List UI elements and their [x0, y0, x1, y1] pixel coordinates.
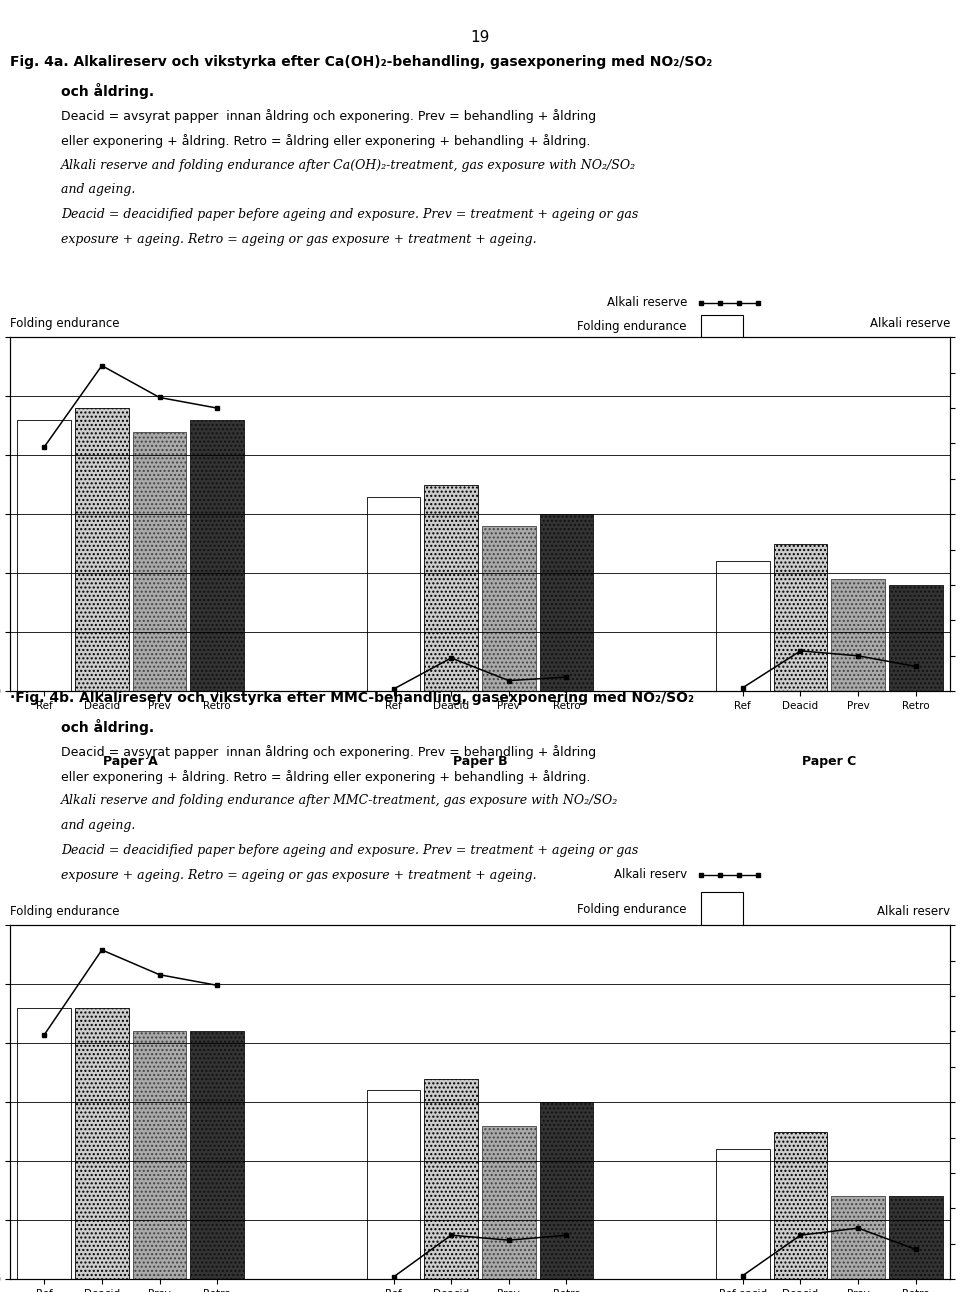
Text: Alkali reserve: Alkali reserve: [607, 296, 687, 309]
Bar: [774, 1132, 828, 1279]
Text: Fig. 4a. Alkalireserv och vikstyrka efter Ca(OH)₂-behandling, gasexponering med : Fig. 4a. Alkalireserv och vikstyrka efte…: [10, 56, 712, 70]
Text: och åldring.: och åldring.: [61, 718, 155, 735]
Bar: [190, 420, 244, 691]
Bar: [716, 1150, 770, 1279]
Text: Folding endurance: Folding endurance: [10, 906, 119, 919]
Bar: [75, 408, 129, 691]
Text: exposure + ageing. Retro = ageing or gas exposure + treatment + ageing.: exposure + ageing. Retro = ageing or gas…: [61, 233, 537, 245]
Text: Folding endurance: Folding endurance: [10, 318, 119, 331]
Bar: [482, 526, 536, 691]
Text: och åldring.: och åldring.: [61, 83, 155, 99]
Bar: [424, 484, 478, 691]
Bar: [190, 1031, 244, 1279]
Bar: [75, 1008, 129, 1279]
Bar: [540, 1102, 593, 1279]
Bar: [482, 1125, 536, 1279]
Bar: [716, 562, 770, 691]
Bar: [367, 1090, 420, 1279]
Bar: [132, 1031, 186, 1279]
Bar: [17, 420, 71, 691]
Bar: [889, 1196, 943, 1279]
Text: Alkali reserve and folding endurance after MMC-treatment, gas exposure with NO₂/: Alkali reserve and folding endurance aft…: [61, 795, 618, 808]
Bar: [831, 1196, 885, 1279]
Text: Deacid = deacidified paper before ageing and exposure. Prev = treatment + ageing: Deacid = deacidified paper before ageing…: [61, 208, 638, 221]
Bar: [889, 585, 943, 691]
Bar: [367, 496, 420, 691]
Text: Paper A: Paper A: [104, 755, 158, 767]
Bar: [831, 579, 885, 691]
Bar: [132, 432, 186, 691]
Bar: [701, 315, 743, 339]
Bar: [17, 1008, 71, 1279]
Text: eller exponering + åldring. Retro = åldring eller exponering + behandling + åldr: eller exponering + åldring. Retro = åldr…: [61, 770, 590, 784]
Text: Deacid = deacidified paper before ageing and exposure. Prev = treatment + ageing: Deacid = deacidified paper before ageing…: [61, 844, 638, 857]
Bar: [701, 893, 743, 928]
Text: Paper B: Paper B: [453, 755, 507, 767]
Text: Deacid = avsyrat papper  innan åldring och exponering. Prev = behandling + åldri: Deacid = avsyrat papper innan åldring oc…: [61, 745, 596, 758]
Text: Alkali reserv: Alkali reserv: [613, 868, 687, 881]
Text: 19: 19: [470, 30, 490, 45]
Text: and ageing.: and ageing.: [61, 819, 135, 832]
Text: eller exponering + åldring. Retro = åldring eller exponering + behandling + åldr: eller exponering + åldring. Retro = åldr…: [61, 134, 590, 147]
Bar: [774, 544, 828, 691]
Text: Paper C: Paper C: [803, 755, 856, 767]
Bar: [424, 1079, 478, 1279]
Text: exposure + ageing. Retro = ageing or gas exposure + treatment + ageing.: exposure + ageing. Retro = ageing or gas…: [61, 868, 537, 881]
Bar: [540, 514, 593, 691]
Text: ·Fig. 4b. Alkalireserv och vikstyrka efter MMC-behandling, gasexponering med NO₂: ·Fig. 4b. Alkalireserv och vikstyrka eft…: [10, 691, 693, 705]
Text: Folding endurance: Folding endurance: [578, 903, 687, 916]
Text: Alkali reserve and folding endurance after Ca(OH)₂-treatment, gas exposure with : Alkali reserve and folding endurance aft…: [61, 159, 636, 172]
Text: and ageing.: and ageing.: [61, 183, 135, 196]
Text: Alkali reserv: Alkali reserv: [877, 906, 950, 919]
Text: Deacid = avsyrat papper  innan åldring och exponering. Prev = behandling + åldri: Deacid = avsyrat papper innan åldring oc…: [61, 109, 596, 123]
Text: Folding endurance: Folding endurance: [578, 320, 687, 333]
Text: Alkali reserve: Alkali reserve: [870, 318, 950, 331]
